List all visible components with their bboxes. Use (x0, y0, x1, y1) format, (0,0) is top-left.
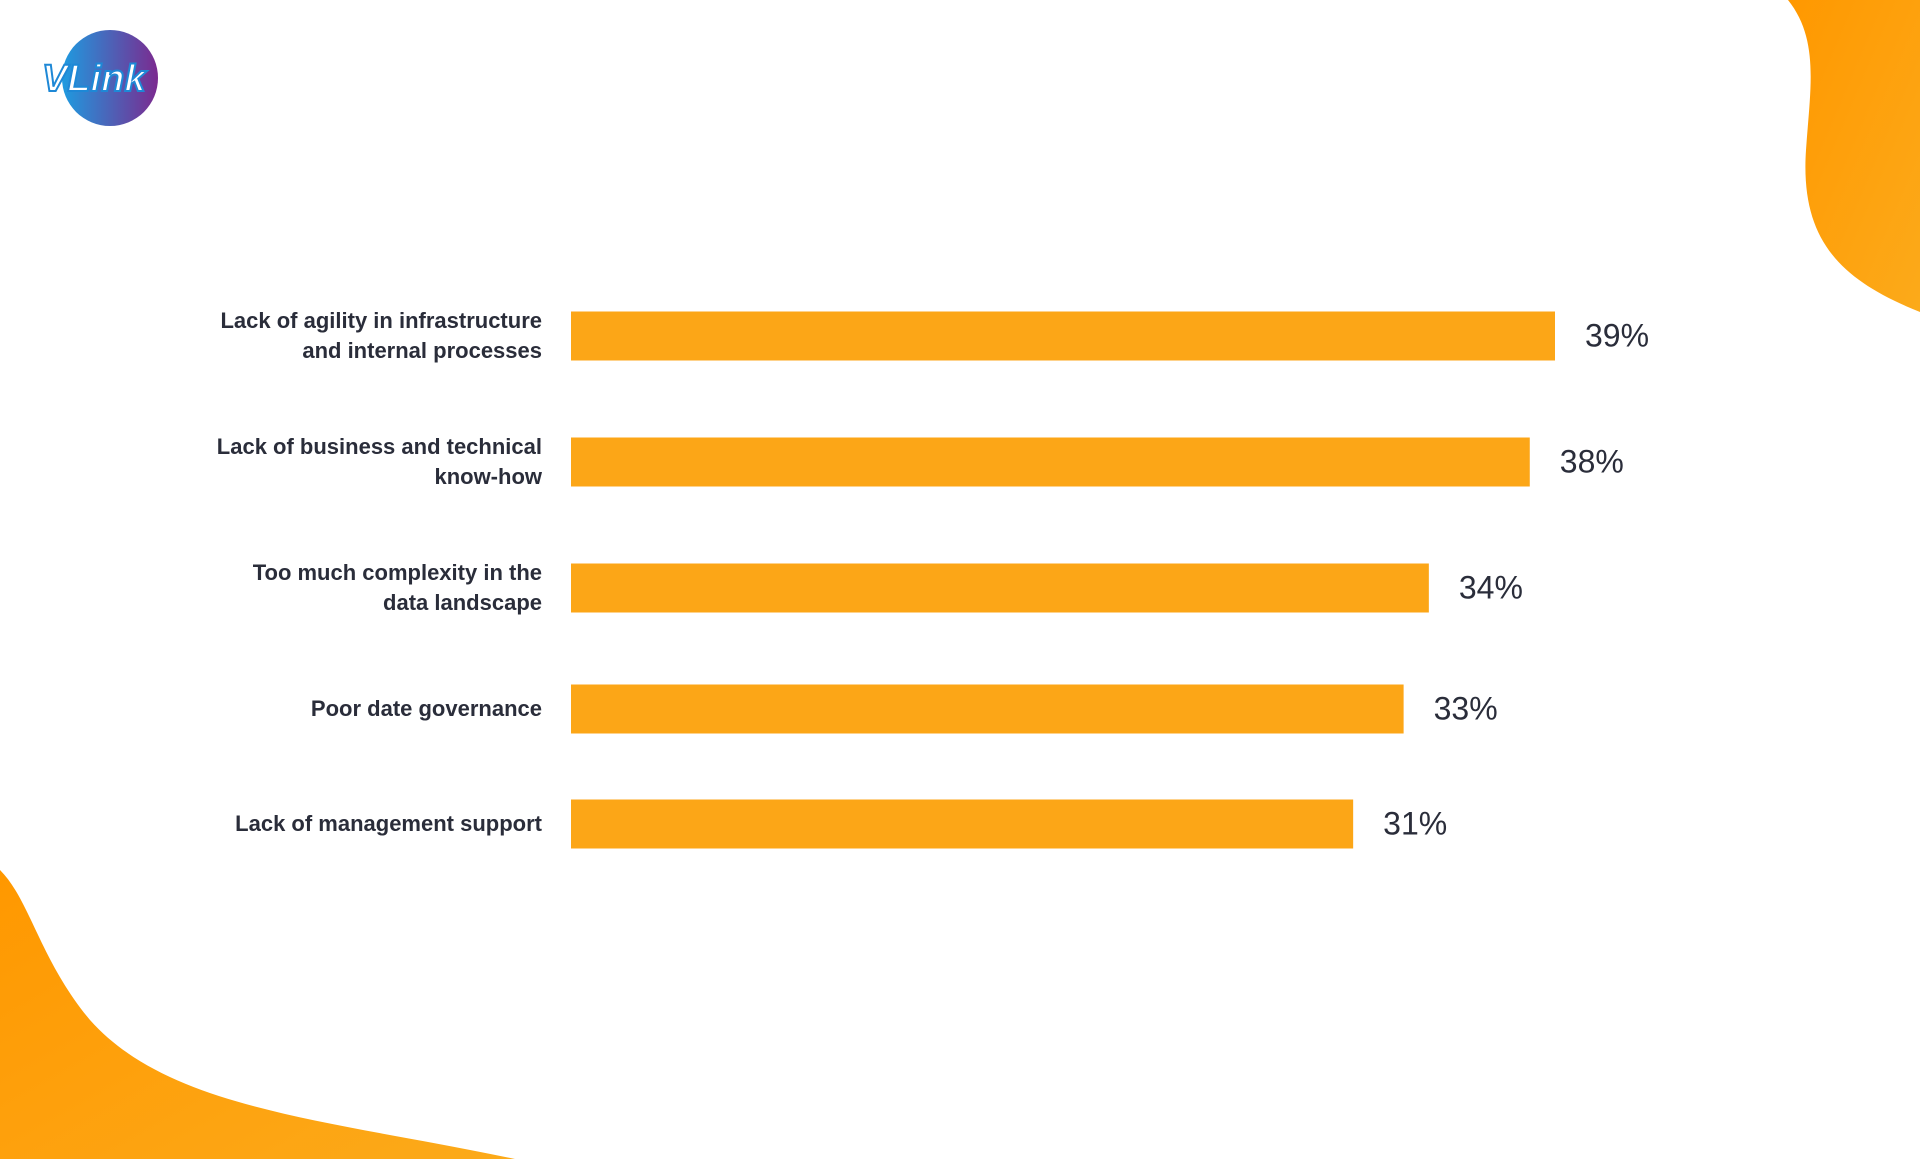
logo: VLink (41, 57, 146, 101)
category-label: Poor date governance (310, 696, 542, 721)
value-label: 31% (1383, 805, 1447, 841)
category-label: Lack of agility in infrastructure and in… (220, 308, 542, 363)
value-label: 34% (1459, 569, 1523, 605)
value-label: 33% (1434, 690, 1498, 726)
corner-blob (0, 870, 515, 1159)
bar (571, 799, 1354, 849)
bar (571, 684, 1404, 734)
corner-blob (1788, 0, 1920, 312)
category-label: Too much complexity in the data landscap… (252, 560, 542, 615)
value-label: 38% (1560, 443, 1624, 479)
value-label: 39% (1585, 317, 1649, 353)
bar (571, 437, 1530, 487)
bar (571, 311, 1555, 361)
bar (571, 563, 1429, 613)
category-label: Lack of business and technical know-how (216, 434, 542, 489)
logo-globe (62, 30, 158, 126)
category-label: Lack of management support (235, 811, 542, 836)
